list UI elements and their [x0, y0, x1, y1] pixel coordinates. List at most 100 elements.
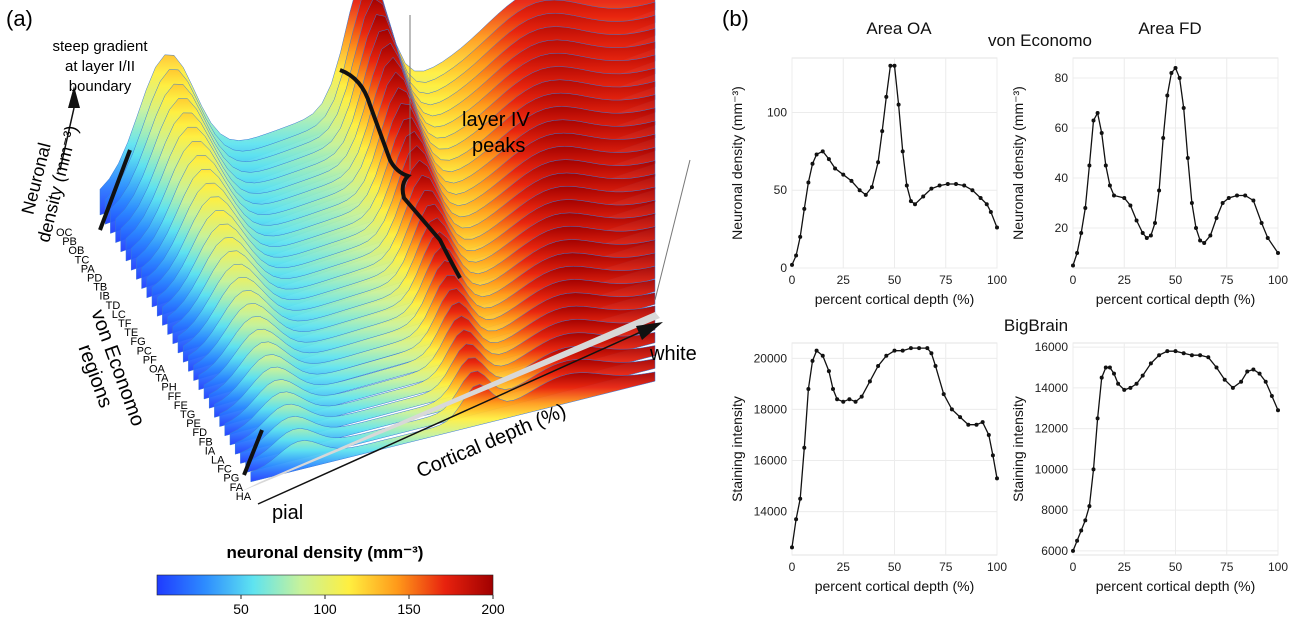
col-title-oa: Area OA: [866, 19, 932, 38]
data-point: [995, 225, 999, 230]
data-point: [1099, 375, 1104, 380]
data-point: [974, 422, 979, 427]
y-tick-label: 10000: [1035, 462, 1069, 476]
data-point: [1165, 93, 1170, 98]
data-point: [921, 194, 926, 199]
data-point: [1122, 196, 1127, 200]
x-tick-label: 25: [1118, 273, 1132, 287]
data-point: [896, 102, 901, 107]
colorbar-title: neuronal density (mm⁻³): [227, 543, 424, 562]
data-point: [954, 182, 958, 186]
plot-BigBrain-FD: 0 25 50 75 100 6000 8000 10000 12000 14000 16000 pe…: [1010, 340, 1288, 594]
y-tick-label: 18000: [754, 402, 788, 416]
y-tick-label: 80: [1055, 71, 1069, 85]
data-point: [835, 397, 840, 402]
region-label: TA: [155, 373, 169, 385]
y-tick-label: 20: [1055, 221, 1069, 235]
x-tick-label: 50: [888, 560, 902, 574]
x-axis-end-label: white: [649, 343, 697, 365]
data-point: [820, 353, 825, 358]
region-label: LC: [112, 309, 126, 321]
data-point: [1189, 353, 1194, 358]
data-point: [1075, 251, 1080, 255]
data-point: [1079, 528, 1084, 533]
gradient-annotation-2: at layer I/II: [65, 58, 135, 75]
data-point: [1083, 518, 1088, 523]
data-point: [810, 161, 815, 166]
data-point: [826, 157, 831, 162]
panel-a-label: (a): [6, 6, 33, 31]
data-point: [806, 180, 811, 185]
region-label: FE: [174, 400, 188, 412]
data-point: [810, 358, 815, 363]
region-label: PF: [143, 354, 157, 366]
data-point: [1198, 353, 1203, 358]
data-point: [995, 476, 999, 481]
region-label: TE: [124, 327, 138, 339]
x-tick-label: 100: [987, 273, 1007, 287]
data-point: [820, 149, 825, 154]
region-label: PE: [186, 418, 201, 430]
data-point: [826, 369, 831, 374]
row-title-bigbrain: BigBrain: [1004, 316, 1068, 335]
region-label: PH: [161, 382, 176, 394]
data-point: [798, 496, 803, 501]
y-tick-label: 40: [1055, 171, 1069, 185]
line-plots: 0 25 50 75 100 0 50 100 percent cortical depth (…: [729, 57, 1288, 594]
data-point: [1214, 365, 1219, 370]
data-point: [833, 166, 838, 171]
data-point: [1112, 193, 1116, 198]
data-point: [1087, 163, 1092, 168]
series-line: [791, 347, 998, 548]
data-point: [847, 397, 852, 402]
peaks-annotation-1: layer IV: [462, 109, 530, 131]
y-axis-label: Staining intensity: [1010, 396, 1026, 502]
data-point: [1157, 188, 1162, 193]
data-point: [1202, 241, 1207, 245]
peaks-bracket: [339, 68, 462, 279]
data-point: [1148, 361, 1153, 366]
gradient-bracket: [98, 149, 132, 231]
data-point: [790, 262, 794, 267]
y-tick-label: 60: [1055, 121, 1069, 135]
data-point: [1153, 221, 1157, 225]
data-point: [1140, 373, 1145, 378]
data-point: [913, 202, 917, 207]
data-point: [1177, 76, 1182, 80]
data-point: [1112, 371, 1116, 376]
region-label: PG: [223, 473, 239, 485]
data-point: [1122, 387, 1127, 392]
panel-a: (a) steep gradient at layer I/II boundar…: [6, 0, 697, 617]
data-point: [884, 353, 889, 358]
data-point: [888, 63, 893, 68]
density-surface: [99, 0, 656, 483]
data-point: [1259, 221, 1264, 225]
data-point: [1208, 233, 1213, 238]
data-point: [1165, 349, 1170, 354]
data-point: [1071, 548, 1075, 553]
data-point: [1173, 66, 1178, 70]
region-label: PC: [137, 345, 152, 357]
region-label: TF: [118, 318, 132, 330]
data-point: [1194, 226, 1198, 230]
region-label: FC: [217, 464, 232, 476]
data-point: [966, 422, 971, 427]
data-point: [986, 432, 991, 437]
data-point: [1128, 203, 1133, 208]
data-point: [1169, 71, 1174, 75]
data-point: [1245, 369, 1250, 374]
plot-BigBrain-OA: 0 25 50 75 100 14000 16000 18000 20000 percent co…: [729, 342, 1007, 594]
data-point: [1116, 381, 1121, 386]
data-point: [863, 192, 868, 197]
x-tick-label: 25: [837, 560, 851, 574]
data-point: [900, 348, 905, 353]
data-point: [937, 183, 942, 188]
x-tick-label: 75: [939, 273, 953, 287]
data-point: [904, 183, 909, 188]
region-label: PD: [87, 273, 102, 285]
data-point: [1103, 163, 1108, 168]
y-tick-label: 14000: [754, 505, 788, 519]
data-point: [1071, 263, 1075, 268]
data-point: [867, 379, 872, 384]
region-labels: OCPBOBTCPAPDTBIBTDLCTFTEFGPCPFOATAPHFFFE…: [56, 227, 252, 503]
